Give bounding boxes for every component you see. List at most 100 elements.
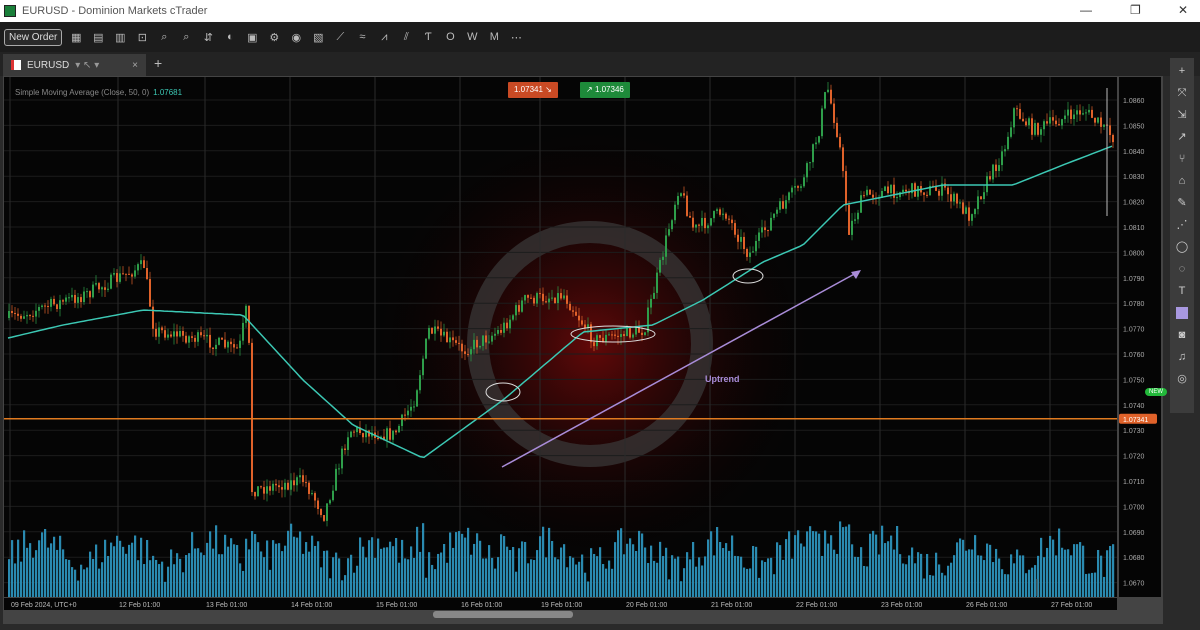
candle-body [548, 298, 550, 303]
chart-type-icon[interactable]: ⊡ [137, 31, 147, 44]
indicators-icon[interactable]: ⇵ [203, 31, 213, 44]
close-window-button[interactable]: ✕ [1178, 3, 1189, 17]
candle-body [836, 122, 838, 137]
settings-icon[interactable]: ⚙ [269, 31, 280, 44]
candle-body [260, 486, 262, 488]
new-order-button[interactable]: New Order [4, 28, 63, 46]
trendline-icon[interactable]: ⇲ [1177, 109, 1187, 121]
candle-body [392, 430, 394, 440]
w-icon[interactable]: W [467, 31, 478, 43]
title-bar: EURUSD - Dominion Markets cTrader — ❐ ✕ [0, 0, 1200, 22]
screenshot-icon[interactable]: ◙ [1178, 329, 1186, 341]
tab-eurusd[interactable]: EURUSD ▾ ↖ ▾ × [3, 54, 146, 76]
volume-bar [806, 531, 809, 597]
candle-body [818, 136, 820, 143]
candle-body [1064, 115, 1066, 120]
volume-bar [353, 572, 356, 597]
fork-icon[interactable]: ⑂ [1178, 153, 1186, 165]
candle-body [35, 310, 37, 317]
indicator-legend[interactable]: Simple Moving Average (Close, 50, 0) 1.07… [15, 88, 182, 97]
candle-body [494, 333, 496, 336]
candle-body [302, 475, 304, 483]
rectangle-icon[interactable] [1176, 307, 1188, 319]
volume-bar [833, 549, 836, 597]
candle-body [140, 260, 142, 265]
candle-body [194, 337, 196, 342]
more-icon[interactable]: ⋯ [510, 31, 522, 44]
template-icon[interactable]: ▣ [247, 31, 258, 44]
brush-icon[interactable]: ✎ [1177, 197, 1187, 209]
add-tab-button[interactable]: + [154, 55, 163, 71]
candle-body [449, 337, 451, 343]
volume-bar [158, 564, 161, 597]
text-icon[interactable]: T [1178, 285, 1186, 297]
volume-bar [815, 531, 818, 597]
volume-bar [398, 562, 401, 597]
volume-bar [761, 560, 764, 597]
pan-icon[interactable]: ⤧ [1177, 87, 1187, 99]
sell-button[interactable]: 1.07341 ↘ [508, 82, 558, 98]
tab-options[interactable]: ▾ ↖ ▾ [75, 59, 100, 71]
price-axis-label: 1.0720 [1123, 454, 1145, 461]
volume-bar [605, 568, 608, 597]
price-chart[interactable]: 1.0860 1.0850 1.0840 1.0830 1.0820 1.0810 1.08… [3, 76, 1163, 624]
horizontal-scrollbar[interactable] [433, 611, 573, 618]
channel-icon[interactable]: ⫽ [403, 30, 409, 43]
volume-bar [251, 530, 254, 597]
target-icon[interactable]: ◎ [1177, 373, 1187, 385]
price-axis-label: 1.0780 [1123, 301, 1145, 308]
minimize-button[interactable]: — [1080, 3, 1092, 17]
current-price-tag [1119, 413, 1157, 424]
buy-button[interactable]: ↗ 1.07346 [580, 82, 630, 98]
zoom-out-icon[interactable]: ⌕ [183, 30, 190, 43]
candle-body [164, 330, 166, 338]
candle-body [323, 515, 325, 521]
volume-bar [29, 543, 32, 597]
layout3-icon[interactable]: ▥ [115, 31, 126, 44]
volume-bar [350, 554, 353, 597]
volume-bar [389, 541, 392, 597]
volume-bar [1013, 563, 1016, 597]
shape-icon[interactable]: O [446, 31, 455, 43]
candle-body [272, 483, 274, 491]
volume-bar [410, 546, 413, 597]
ray-icon[interactable]: ↗ [1177, 131, 1187, 143]
close-tab-icon[interactable]: × [132, 59, 138, 71]
uptrend-label: Uptrend [705, 374, 740, 384]
lasso-icon[interactable]: ◌ [1178, 263, 1186, 275]
measure-icon[interactable]: ⋰ [1176, 219, 1188, 231]
candle-body [77, 297, 79, 303]
eye-icon[interactable]: ◉ [291, 31, 302, 44]
volume-bar [668, 579, 671, 597]
price-axis-label: 1.0810 [1123, 225, 1145, 232]
chart-panel[interactable]: 1.0860 1.0850 1.0840 1.0830 1.0820 1.0810 1.08… [3, 76, 1163, 624]
candle-body [593, 342, 595, 347]
volume-bar [593, 553, 596, 597]
candle-body [704, 217, 706, 229]
cbots-icon[interactable]: ◐ [227, 31, 234, 43]
zoom-in-icon[interactable]: ⌕ [161, 30, 168, 43]
volume-bar [1037, 555, 1040, 597]
drawing-icon[interactable]: ▧ [313, 31, 324, 44]
ellipse-icon[interactable]: ◯ [1175, 241, 1189, 253]
volume-bar [698, 557, 701, 597]
m-icon[interactable]: M [489, 31, 499, 43]
candle-body [341, 448, 343, 469]
maximize-button[interactable]: ❐ [1130, 3, 1141, 17]
volume-bar [683, 568, 686, 597]
fibo-icon[interactable]: ≈ [359, 31, 366, 43]
layout2-icon[interactable]: ▤ [93, 31, 104, 44]
candle-body [314, 493, 316, 501]
candle-body [611, 334, 613, 336]
volume-bar [188, 553, 191, 597]
text-icon[interactable]: Ƭ [424, 31, 432, 43]
alert-icon[interactable]: ♫ [1177, 351, 1187, 363]
volume-bar [1040, 537, 1043, 597]
line-icon[interactable]: ⟋ [336, 30, 345, 43]
candle-body [65, 297, 67, 302]
crosshair-icon[interactable]: + [1178, 65, 1186, 77]
volume-bar [887, 541, 890, 597]
pattern-icon[interactable]: ⩘ [381, 30, 388, 43]
layout-icon[interactable]: ▦ [71, 31, 82, 44]
fibonacci-icon[interactable]: ⌂ [1178, 175, 1186, 187]
